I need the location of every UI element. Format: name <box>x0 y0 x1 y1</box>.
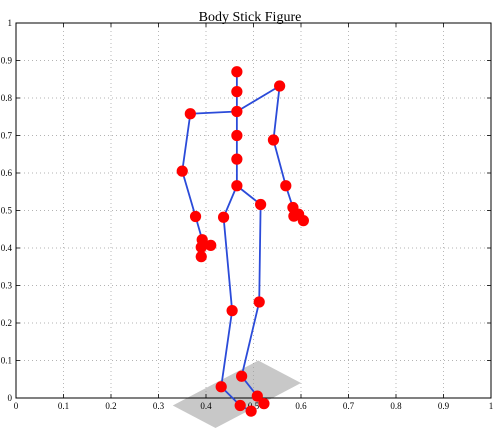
bone-hip-left-knee-left <box>222 216 234 312</box>
x-tick-label: 0.6 <box>295 401 307 411</box>
joint-hand-right-4 <box>297 215 309 227</box>
y-tick-label: 0.3 <box>1 281 13 291</box>
bone-shoulder-right-elbow-right <box>272 85 281 141</box>
joint-hip-right <box>255 198 267 211</box>
joint-hip-left <box>217 211 230 223</box>
bone-elbow-right-wrist-right <box>272 139 287 187</box>
bone-knee-left-ankle-left <box>220 309 234 388</box>
y-tick-label: 0.8 <box>1 93 13 103</box>
joint-hand-left-2 <box>205 239 217 251</box>
joint-head <box>231 66 243 78</box>
bone-knee-right-ankle-right <box>240 301 261 378</box>
x-tick-label: 0.4 <box>200 401 212 411</box>
joint-foot-right-2 <box>258 398 270 410</box>
joint-shoulder-left <box>184 108 196 120</box>
joint-elbow-right <box>267 134 280 146</box>
bone-elbow-left-wrist-left <box>181 170 197 218</box>
joint-elbow-left <box>176 165 188 177</box>
bone-shoulder-left-elbow-left <box>181 112 192 173</box>
joint-foot-left-2 <box>245 405 257 417</box>
joint-layer <box>176 66 309 417</box>
y-tick-label: 1 <box>8 18 13 28</box>
joint-pelvis <box>231 180 243 192</box>
bone-shoulder-center-shoulder-right <box>235 85 281 113</box>
y-tick-label: 0.9 <box>1 56 13 66</box>
x-tick-label: 0.9 <box>438 401 450 411</box>
bone-hip-right-knee-right <box>258 203 262 303</box>
floor-plane <box>172 360 301 428</box>
x-tick-label: 0.7 <box>343 401 355 411</box>
y-tick-label: 0.6 <box>1 168 13 178</box>
grid-layer <box>16 23 491 398</box>
floor-plane-layer <box>172 360 301 428</box>
joint-hand-left-4 <box>195 251 207 263</box>
x-tick-label: 1 <box>489 401 494 411</box>
y-tick-label: 0 <box>8 393 13 403</box>
joint-ankle-right <box>236 370 248 382</box>
y-tick-label: 0.2 <box>1 318 12 328</box>
joint-shoulder-center <box>231 105 243 118</box>
joint-wrist-right <box>280 180 292 192</box>
y-tick-label: 0.5 <box>1 206 13 216</box>
x-tick-label: 0.2 <box>105 401 116 411</box>
x-tick-label: 0 <box>14 401 19 411</box>
x-tick-label: 0.1 <box>58 401 69 411</box>
y-tick-label: 0.4 <box>1 243 13 253</box>
joint-hand-right-3 <box>288 210 300 222</box>
x-tick-label: 0.8 <box>390 401 402 411</box>
joint-neck <box>231 86 243 98</box>
joint-knee-left <box>226 305 238 317</box>
chart-title: Body Stick Figure <box>199 10 302 25</box>
y-tick-label: 0.1 <box>1 356 12 366</box>
joint-ankle-left <box>215 381 227 393</box>
x-tick-label: 0.5 <box>248 401 260 411</box>
bone-pelvis-hip-left <box>222 184 238 219</box>
joint-knee-right <box>253 296 265 308</box>
bone-shoulder-center-shoulder-left <box>189 110 238 115</box>
joint-wrist-left <box>189 210 202 223</box>
joint-hand-left-3 <box>195 241 207 253</box>
joint-foot-right-1 <box>251 390 263 402</box>
joint-spine-mid <box>231 153 243 165</box>
joint-spine-upper <box>231 129 243 142</box>
tick-layer: 0 0.1 0.2 0.3 0.4 0.5 0.6 0.7 0.8 0.9 1 0 0.1 0.2 0.3 0… <box>1 18 494 411</box>
x-tick-label: 0.3 <box>153 401 165 411</box>
joint-foot-left-1 <box>234 399 246 412</box>
joint-shoulder-right <box>274 80 286 92</box>
y-tick-label: 0.7 <box>1 131 13 141</box>
